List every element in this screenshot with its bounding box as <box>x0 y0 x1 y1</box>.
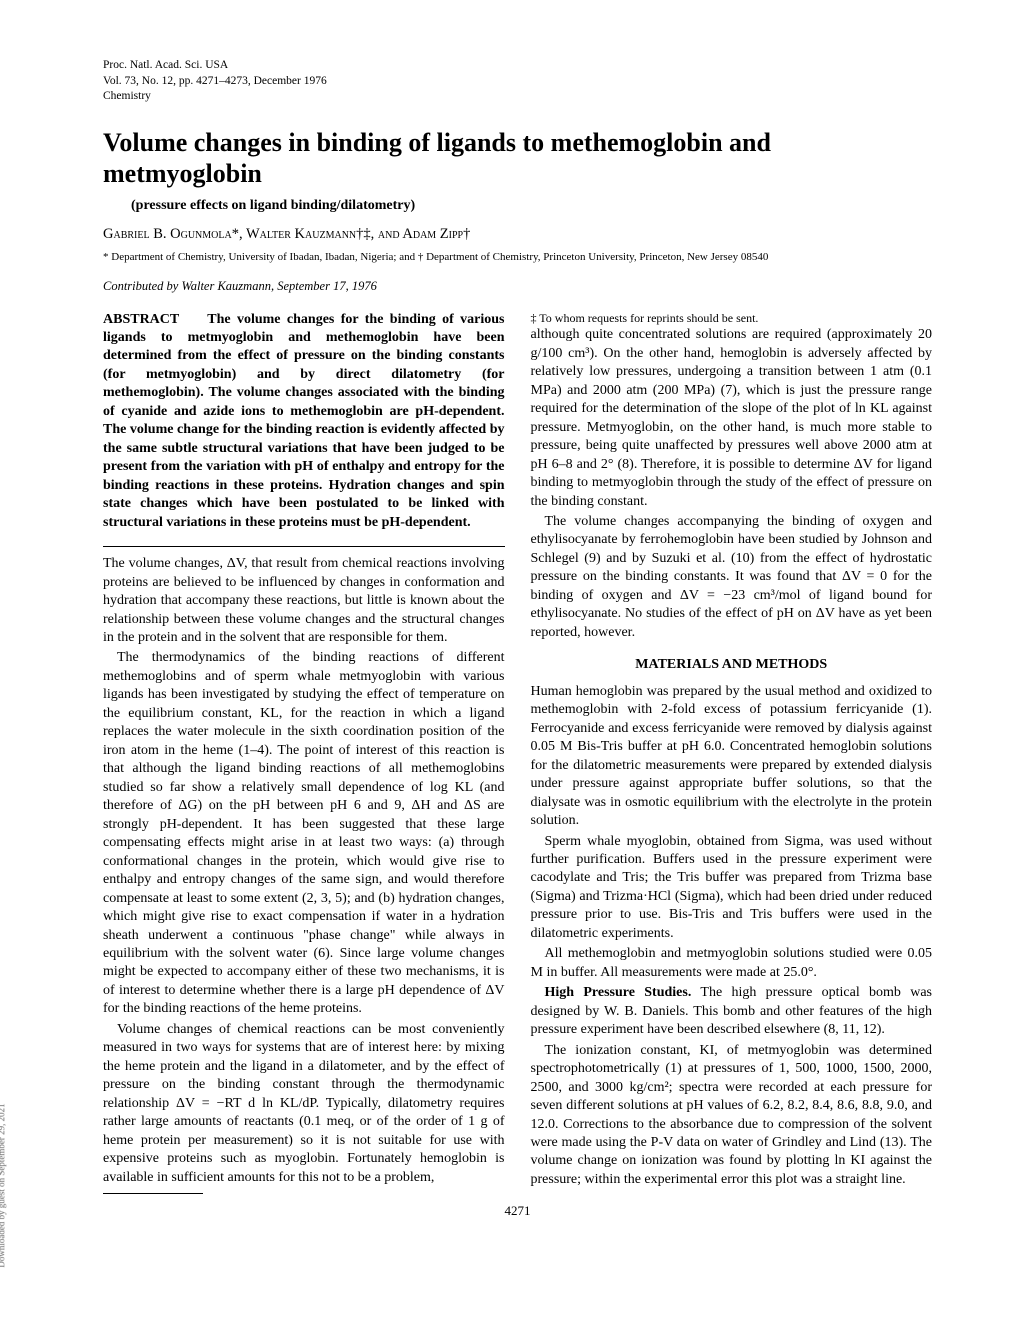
paragraph: The ionization constant, KI, of metmyogl… <box>531 1042 933 1190</box>
footnote-separator <box>103 1193 203 1194</box>
article-title: Volume changes in binding of ligands to … <box>103 127 932 189</box>
paragraph: The volume changes, ΔV, that result from… <box>103 555 505 647</box>
abstract: ABSTRACTThe volume changes for the bindi… <box>103 311 505 533</box>
paragraph: Sperm whale myoglobin, obtained from Sig… <box>531 833 933 944</box>
body-columns: ABSTRACTThe volume changes for the bindi… <box>103 311 932 1195</box>
paragraph: although quite concentrated solutions ar… <box>531 326 933 511</box>
page-number: 4271 <box>103 1203 932 1220</box>
section-heading: MATERIALS AND METHODS <box>531 656 933 674</box>
article-subtitle: (pressure effects on ligand binding/dila… <box>131 197 932 215</box>
affiliations: * Department of Chemistry, University of… <box>103 250 932 264</box>
paragraph: Volume changes of chemical reactions can… <box>103 1021 505 1187</box>
download-note: Downloaded by guest on September 29, 202… <box>0 1104 8 1268</box>
abstract-divider <box>103 546 505 547</box>
abstract-text: The volume changes for the binding of va… <box>103 312 505 530</box>
paragraph: The volume changes accompanying the bind… <box>531 513 933 642</box>
paragraph: Human hemoglobin was prepared by the usu… <box>531 683 933 831</box>
footnote: ‡ To whom requests for reprints should b… <box>531 311 933 327</box>
journal-name: Proc. Natl. Acad. Sci. USA <box>103 58 932 74</box>
journal-section: Chemistry <box>103 89 932 105</box>
run-in-heading: High Pressure Studies. <box>545 985 692 1000</box>
journal-issue: Vol. 73, No. 12, pp. 4271–4273, December… <box>103 74 932 90</box>
paragraph: The thermodynamics of the binding reacti… <box>103 649 505 1018</box>
authors: Gabriel B. Ogunmola*, Walter Kauzmann†‡,… <box>103 225 932 244</box>
abstract-label: ABSTRACT <box>103 312 179 327</box>
paragraph: High Pressure Studies. The high pressure… <box>531 984 933 1039</box>
journal-header: Proc. Natl. Acad. Sci. USA Vol. 73, No. … <box>103 58 932 105</box>
paragraph: All methemoglobin and metmyoglobin solut… <box>531 945 933 982</box>
contributed-by: Contributed by Walter Kauzmann, Septembe… <box>103 278 932 294</box>
